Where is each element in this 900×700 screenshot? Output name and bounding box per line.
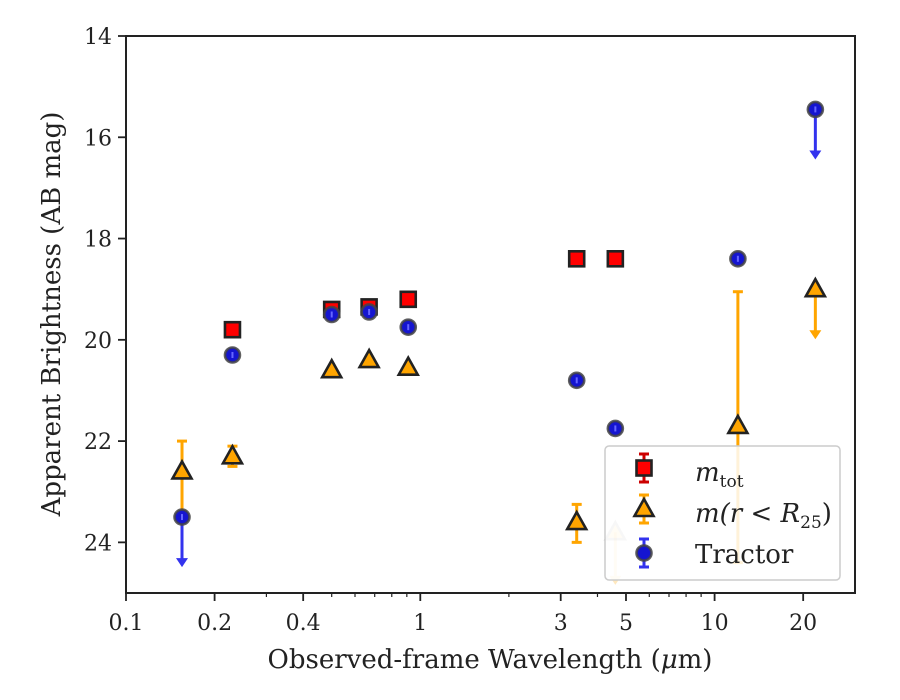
data-point-square xyxy=(223,320,242,339)
data-point xyxy=(220,443,245,465)
y-tick-label: 16 xyxy=(84,126,112,151)
data-point-triangle xyxy=(357,347,381,369)
series-circle xyxy=(173,100,825,568)
data-point-triangle xyxy=(220,443,245,465)
legend-label-mr25: m(r < R25) xyxy=(695,499,832,533)
x-tick-label: 0.1 xyxy=(109,611,144,636)
legend-marker-circle xyxy=(635,544,653,562)
data-point xyxy=(170,458,194,480)
legend-label-tractor: Tractor xyxy=(695,540,794,570)
legend-label-mtot: mtot xyxy=(695,458,744,492)
x-tick-label: 10 xyxy=(701,611,729,636)
y-tick-label: 20 xyxy=(84,329,112,354)
data-point-triangle xyxy=(803,276,828,298)
data-point xyxy=(399,318,418,336)
data-point xyxy=(567,371,586,390)
data-point xyxy=(399,290,418,309)
x-tick-label: 1 xyxy=(413,611,427,636)
y-axis-label: Apparent Brightness (AB mag) xyxy=(37,112,67,518)
x-tick-label: 5 xyxy=(619,611,633,636)
data-point xyxy=(360,303,378,321)
data-point xyxy=(729,249,747,268)
plot-frame xyxy=(125,35,856,594)
legend: mtot m(r < R25) Tractor xyxy=(604,445,841,581)
data-point xyxy=(803,276,828,298)
y-tick-label: 18 xyxy=(84,228,112,253)
data-point-triangle xyxy=(396,355,420,376)
data-point-square xyxy=(606,250,625,268)
data-point xyxy=(322,305,341,324)
data-point-triangle xyxy=(564,509,589,531)
data-point xyxy=(806,100,825,119)
y-tick-label: 14 xyxy=(84,25,112,50)
x-tick-label: 0.2 xyxy=(197,611,232,636)
data-point xyxy=(357,347,381,369)
data-point-square xyxy=(567,250,586,268)
data-point-triangle xyxy=(726,413,750,435)
data-point-square xyxy=(399,290,418,309)
legend-marker-square xyxy=(635,459,653,477)
data-point xyxy=(319,357,344,379)
data-point xyxy=(223,320,242,339)
data-point xyxy=(567,250,586,268)
axis-ticks: 0.1 0.2 0.4 1 3 5 10 20 14 16 18 20 22 24 xyxy=(84,25,817,636)
data-point xyxy=(726,413,750,435)
x-axis-label: Observed-frame Wavelength (μm) xyxy=(268,645,713,675)
data-point xyxy=(396,355,420,376)
data-point xyxy=(223,346,242,364)
data-point xyxy=(606,250,625,268)
data-point xyxy=(564,509,589,531)
legend-symbols xyxy=(632,452,656,569)
x-tick-label: 0.4 xyxy=(286,611,321,636)
data-point xyxy=(606,419,625,438)
legend-box xyxy=(604,445,841,581)
data-point-triangle xyxy=(170,458,194,480)
legend-marker-triangle xyxy=(632,496,656,518)
data-point-triangle xyxy=(319,357,344,379)
x-tick-label: 20 xyxy=(789,611,817,636)
y-tick-label: 24 xyxy=(84,531,112,556)
y-tick-label: 22 xyxy=(84,430,112,455)
data-point xyxy=(173,508,191,526)
x-tick-label: 3 xyxy=(554,611,568,636)
